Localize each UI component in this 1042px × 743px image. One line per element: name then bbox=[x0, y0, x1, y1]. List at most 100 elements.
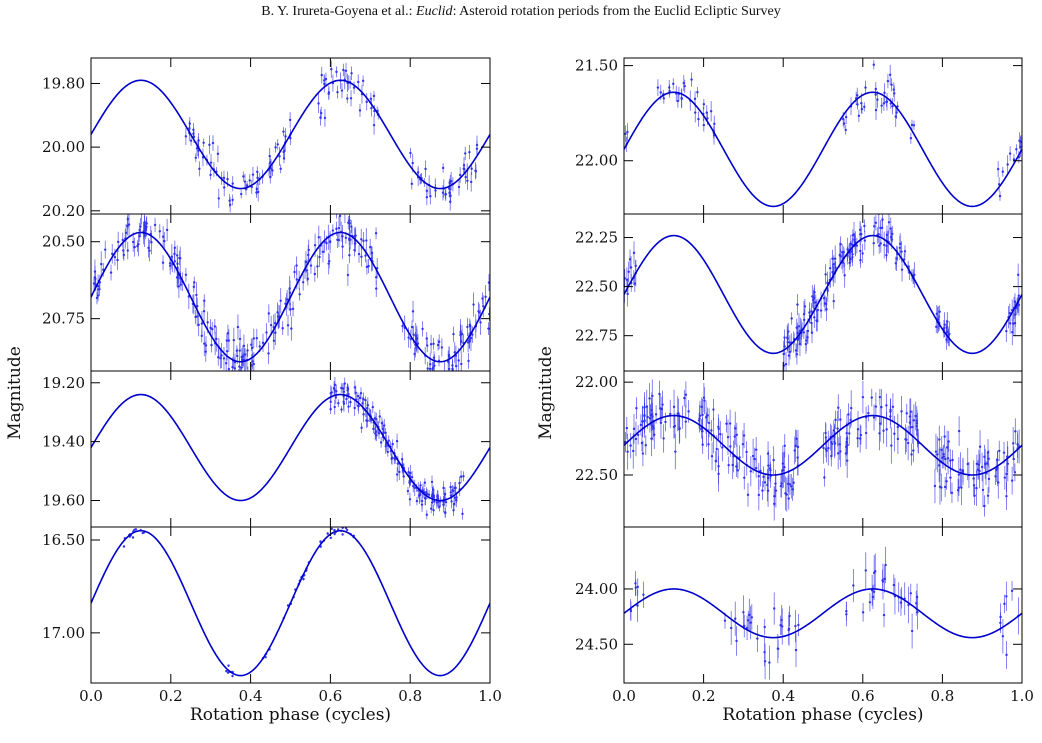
data-point bbox=[421, 327, 424, 331]
data-point bbox=[735, 465, 738, 468]
data-point bbox=[345, 528, 349, 532]
data-point bbox=[653, 433, 656, 436]
data-point bbox=[407, 336, 410, 339]
data-point bbox=[282, 150, 285, 154]
data-point bbox=[336, 90, 339, 94]
data-point bbox=[629, 444, 632, 447]
data-point bbox=[290, 327, 293, 330]
data-point bbox=[852, 233, 856, 236]
data-point bbox=[329, 400, 332, 404]
data-point bbox=[634, 586, 638, 589]
data-point bbox=[425, 492, 429, 496]
data-point bbox=[726, 436, 730, 439]
data-point bbox=[209, 161, 213, 164]
data-point bbox=[645, 405, 648, 408]
data-point bbox=[429, 343, 433, 346]
data-point bbox=[372, 94, 376, 98]
data-point bbox=[165, 228, 169, 232]
data-point bbox=[937, 464, 941, 467]
data-point bbox=[802, 331, 806, 334]
y-tick-label: 24.00 bbox=[575, 580, 618, 598]
data-point bbox=[728, 422, 732, 425]
data-point bbox=[678, 427, 681, 431]
data-point bbox=[258, 345, 262, 348]
data-point bbox=[878, 422, 882, 425]
panel-right-1: 22.25 22.50 22.75 bbox=[575, 213, 1023, 372]
data-point bbox=[823, 476, 826, 479]
data-point bbox=[833, 442, 837, 445]
data-point bbox=[659, 421, 663, 425]
data-point bbox=[856, 94, 859, 97]
data-point bbox=[459, 330, 462, 334]
data-point bbox=[975, 462, 979, 466]
data-point bbox=[317, 102, 320, 105]
data-point bbox=[409, 471, 412, 475]
data-point bbox=[813, 316, 816, 319]
data-point bbox=[282, 130, 285, 133]
data-point bbox=[887, 221, 891, 224]
data-point bbox=[448, 191, 451, 195]
data-point bbox=[358, 396, 362, 400]
data-point bbox=[350, 225, 353, 228]
data-point bbox=[454, 364, 458, 368]
data-point bbox=[703, 399, 706, 402]
data-point bbox=[335, 70, 338, 74]
data-point bbox=[680, 97, 683, 101]
data-point bbox=[410, 325, 414, 329]
data-point bbox=[825, 449, 828, 452]
data-point bbox=[730, 626, 733, 630]
data-point bbox=[317, 236, 321, 239]
data-point bbox=[184, 273, 188, 276]
data-point bbox=[847, 413, 850, 416]
data-point bbox=[672, 425, 676, 429]
data-point bbox=[834, 266, 837, 269]
data-point bbox=[188, 122, 191, 125]
data-point bbox=[231, 198, 234, 202]
data-point bbox=[741, 442, 745, 446]
data-point bbox=[206, 321, 209, 324]
data-point bbox=[335, 227, 338, 230]
data-point bbox=[909, 410, 912, 413]
data-point bbox=[729, 445, 732, 448]
data-point bbox=[890, 238, 894, 241]
data-point bbox=[719, 432, 722, 436]
data-point bbox=[426, 344, 429, 347]
data-point bbox=[252, 362, 256, 366]
data-point bbox=[425, 337, 428, 340]
data-point bbox=[636, 585, 639, 589]
data-point bbox=[837, 406, 840, 409]
data-point bbox=[251, 346, 254, 350]
data-point bbox=[973, 494, 976, 497]
data-point bbox=[453, 351, 456, 354]
data-point bbox=[116, 258, 119, 262]
data-point bbox=[370, 106, 373, 110]
y-tick-label: 17.00 bbox=[42, 624, 85, 642]
data-point bbox=[885, 404, 888, 407]
data-point bbox=[136, 244, 139, 248]
data-point bbox=[313, 244, 317, 247]
data-point bbox=[943, 485, 947, 489]
left-ylabel: Magnitude bbox=[5, 346, 25, 440]
data-point bbox=[279, 167, 282, 170]
data-point bbox=[148, 249, 151, 252]
data-point bbox=[337, 402, 340, 405]
data-point bbox=[364, 254, 367, 257]
x-tick-label: 0.2 bbox=[159, 687, 183, 705]
data-point bbox=[950, 491, 954, 494]
data-point bbox=[222, 176, 226, 180]
data-point bbox=[236, 354, 239, 358]
data-point bbox=[995, 468, 998, 472]
data-point bbox=[684, 420, 687, 423]
data-point bbox=[384, 431, 387, 435]
model-curve bbox=[91, 231, 490, 363]
data-point bbox=[457, 185, 461, 189]
data-point bbox=[379, 441, 383, 444]
data-point bbox=[251, 360, 254, 363]
data-point bbox=[942, 452, 945, 456]
data-point bbox=[344, 236, 348, 240]
data-point bbox=[238, 349, 241, 352]
y-tick-label: 19.20 bbox=[42, 374, 85, 392]
data-point bbox=[999, 615, 1002, 619]
x-tick-label: 0.8 bbox=[398, 687, 422, 705]
data-point bbox=[474, 169, 477, 172]
